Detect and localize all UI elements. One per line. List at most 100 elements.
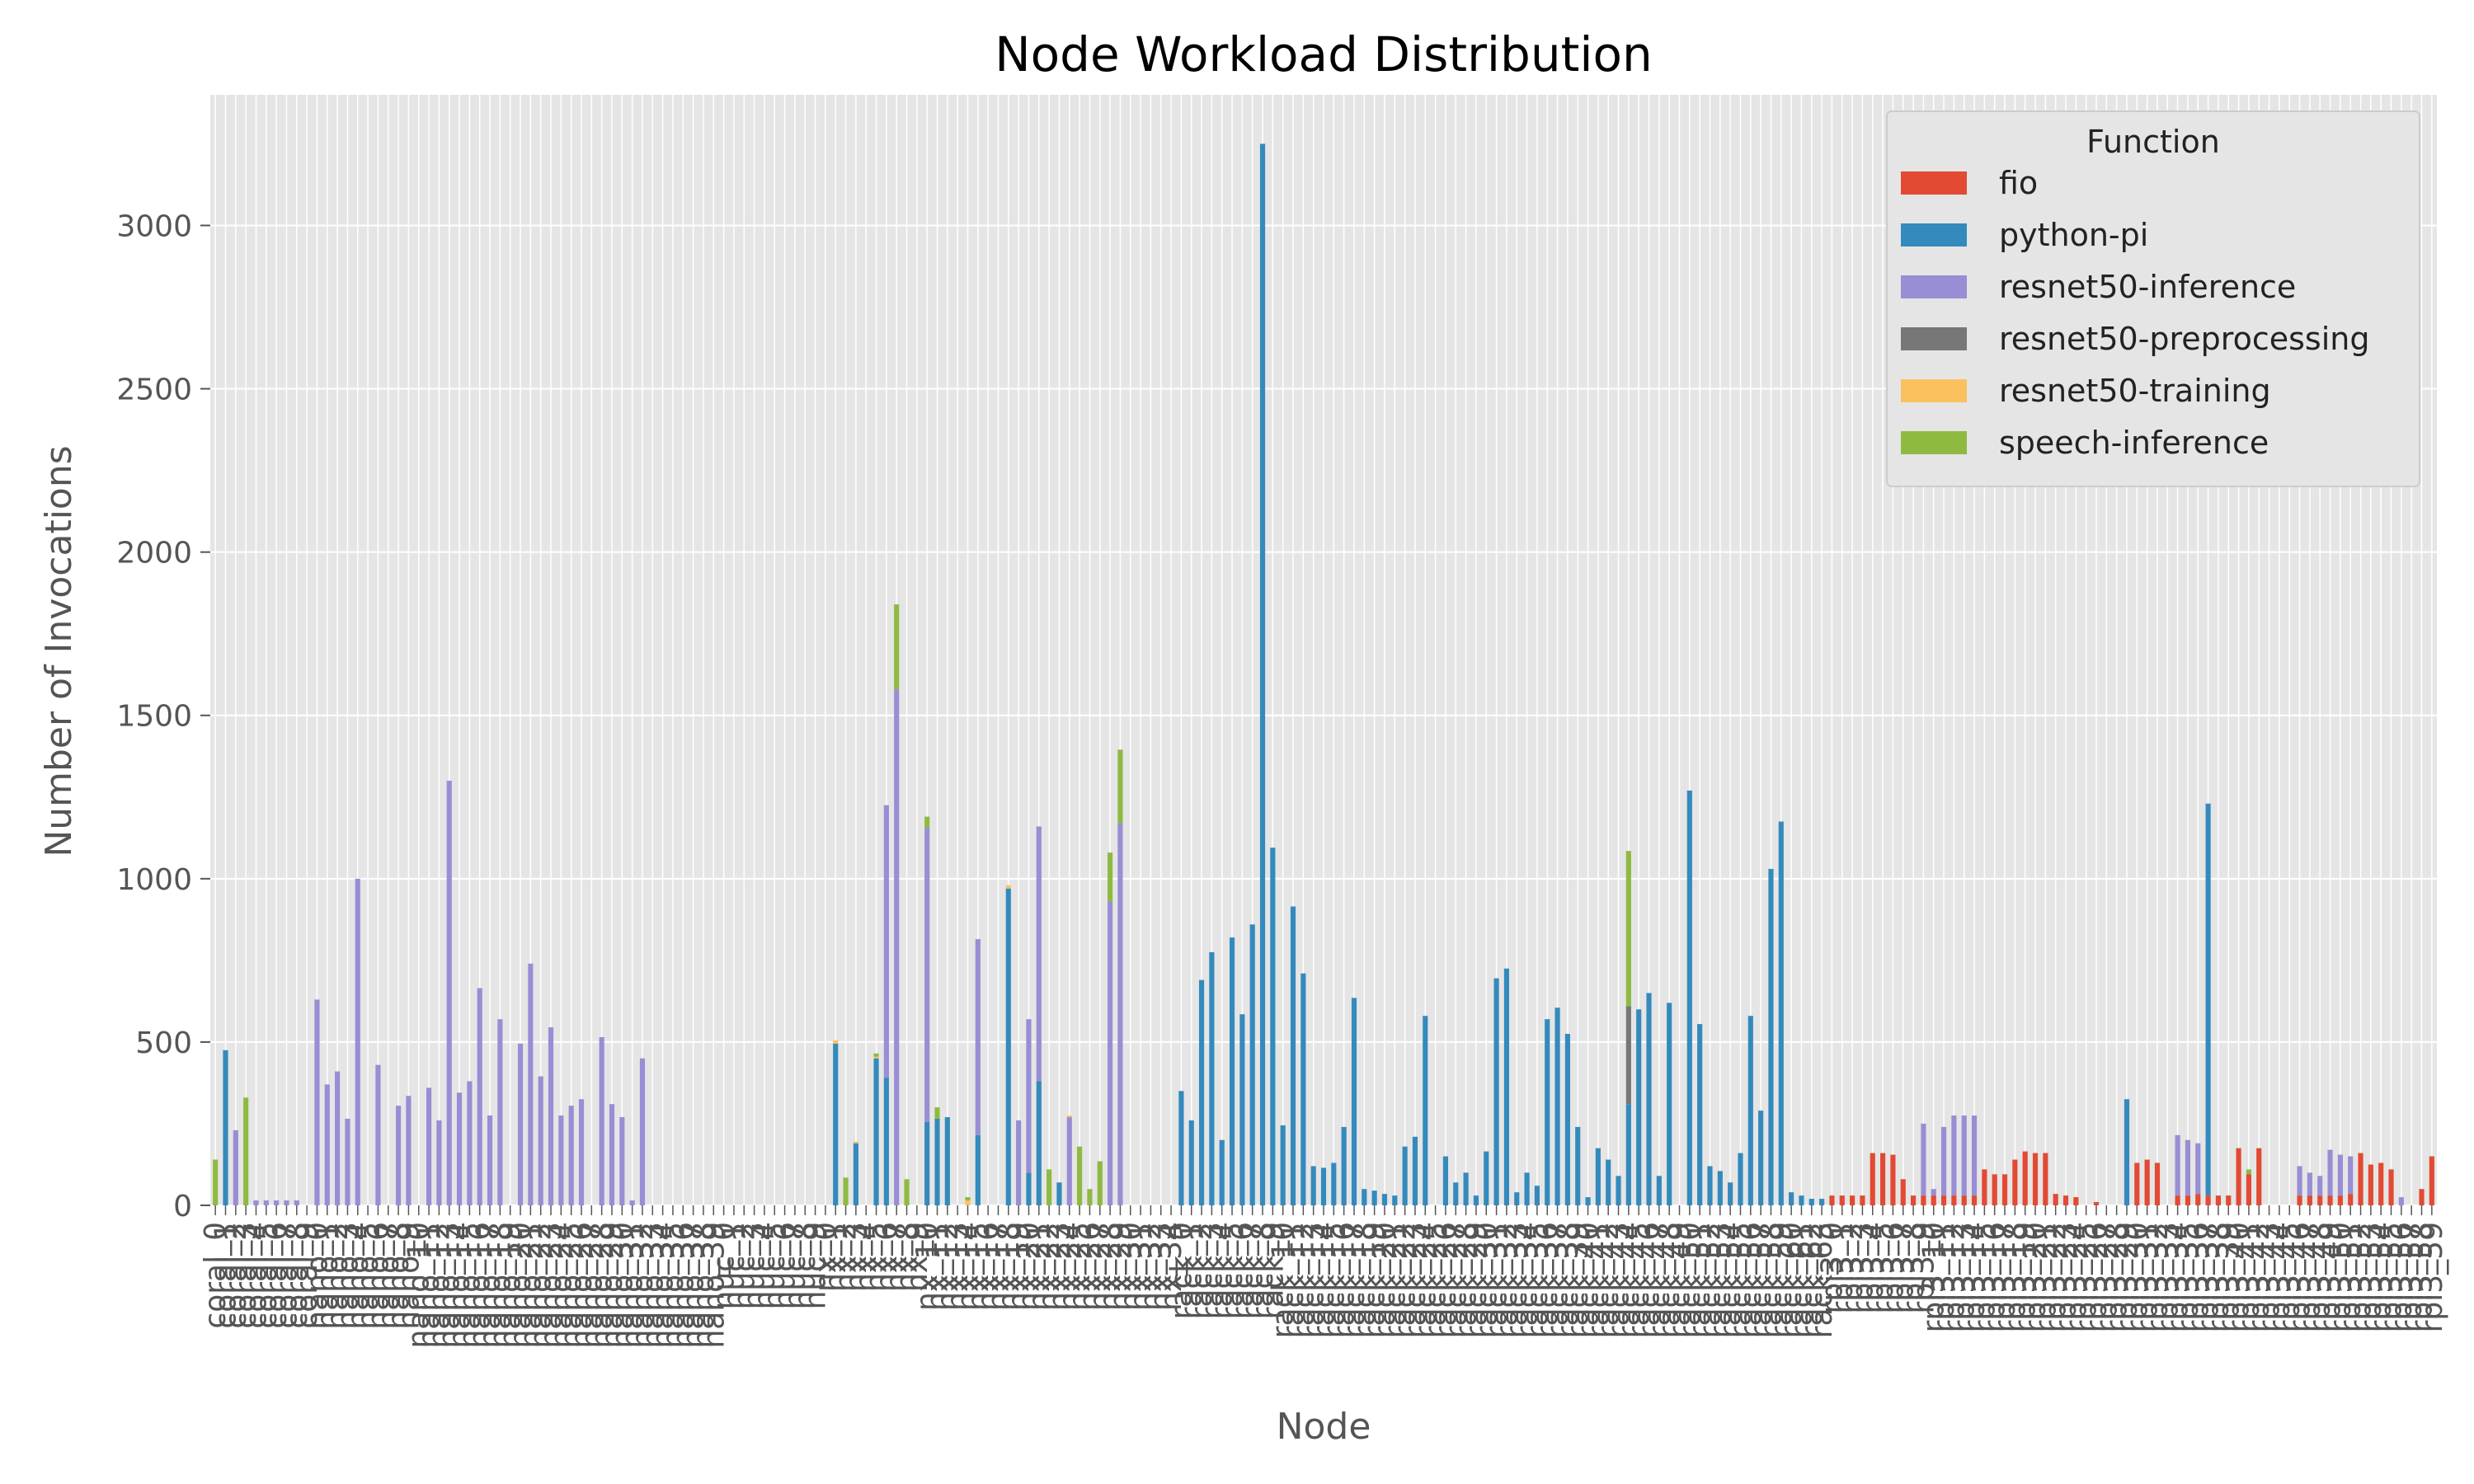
- bar-segment: [2195, 1143, 2201, 1195]
- bar-segment: [2327, 1149, 2333, 1196]
- bar-segment: [1442, 1156, 1449, 1205]
- bar-segment: [314, 999, 320, 1205]
- bar-segment: [975, 939, 981, 1135]
- bar-segment: [355, 878, 360, 1205]
- bar-segment: [2307, 1195, 2312, 1205]
- bar-segment: [1921, 1123, 1926, 1196]
- x-tick-label: nano_8: [382, 1222, 416, 1330]
- x-tick-label: nano_4: [341, 1222, 375, 1330]
- x-tick-label: rpi3_8: [1897, 1222, 1931, 1313]
- x-tick-label: nx_27: [1084, 1222, 1117, 1311]
- bar-segment: [1117, 749, 1123, 824]
- x-tick-label: rpi3_7: [1887, 1222, 1921, 1313]
- bar-segment: [1381, 1194, 1388, 1205]
- bar-segment: [1900, 1179, 1906, 1205]
- bar-segment: [1259, 143, 1266, 1205]
- bar-segment: [873, 1058, 879, 1205]
- bar-segment: [487, 1115, 493, 1205]
- x-tick-label: nuc_6: [769, 1222, 802, 1309]
- bar-segment: [1351, 998, 1357, 1205]
- legend-label: resnet50-training: [1999, 373, 2271, 409]
- bar-segment: [1636, 1009, 1642, 1205]
- bar-segment: [1808, 1199, 1814, 1205]
- bar-segment: [1951, 1115, 1957, 1196]
- x-tick-label: rack_18: [1348, 1222, 1381, 1338]
- x-tick-label: nx_5: [860, 1222, 894, 1292]
- bar-segment: [2337, 1154, 2343, 1196]
- legend-label: fio: [1999, 165, 2038, 201]
- x-tick-label: nano_7: [372, 1222, 406, 1330]
- x-tick-label: nx_28: [1094, 1222, 1127, 1311]
- bar-segment: [345, 1119, 350, 1205]
- y-tick-label: 2500: [116, 373, 192, 407]
- bar-segment: [1554, 1007, 1560, 1205]
- bar-segment: [934, 1119, 940, 1205]
- bar-segment: [1026, 1172, 1032, 1205]
- x-tick-label: rpi3_51: [2334, 1222, 2368, 1332]
- bar-segment: [1362, 1189, 1367, 1205]
- bar-segment: [1371, 1190, 1377, 1205]
- x-tick-label: coral_1: [209, 1222, 242, 1329]
- bar-segment: [1819, 1199, 1825, 1205]
- bar-segment: [1280, 1125, 1286, 1205]
- legend-label: resnet50-preprocessing: [1999, 321, 2369, 357]
- bar-segment: [2073, 1197, 2079, 1205]
- bar-segment: [1707, 1166, 1713, 1205]
- x-tick-label: nx_25: [1063, 1222, 1097, 1311]
- x-tick-label: rpi3_21: [2029, 1222, 2062, 1332]
- bar-segment: [335, 1071, 341, 1205]
- bar-segment: [396, 1106, 402, 1205]
- bar-segment: [375, 1064, 381, 1205]
- bar-segment: [1188, 1120, 1194, 1205]
- x-tick-label: rack_47: [1643, 1222, 1677, 1338]
- bar-segment: [446, 780, 452, 1205]
- x-tick-label: nx_14: [951, 1222, 985, 1311]
- y-tick-label: 0: [173, 1190, 192, 1223]
- x-tick-label: rpi3_39: [2212, 1222, 2246, 1332]
- bar-segment: [274, 1200, 280, 1205]
- x-tick-label: rpi3_34: [2161, 1222, 2195, 1332]
- bar-segment: [1595, 1148, 1601, 1205]
- x-tick-label: rack_61: [1785, 1222, 1818, 1338]
- x-tick-label: rpi3_45: [2273, 1222, 2307, 1332]
- x-tick-label: nano_36: [666, 1222, 700, 1349]
- bar-segment: [1270, 848, 1276, 1205]
- y-tick-label: 1000: [116, 863, 192, 897]
- bar-segment: [477, 988, 482, 1205]
- x-tick-label: nano_28: [586, 1222, 619, 1349]
- x-tick-label: coral_8: [280, 1222, 314, 1329]
- bar-segment: [1178, 1091, 1184, 1205]
- bar-segment: [1066, 1117, 1072, 1205]
- bar-segment: [538, 1076, 543, 1205]
- bar-segment: [873, 1053, 879, 1057]
- x-tick-label: nano_33: [636, 1222, 670, 1349]
- bar-segment: [2185, 1195, 2191, 1205]
- bar-segment: [1860, 1195, 1865, 1205]
- bar-segment: [2062, 1195, 2069, 1205]
- bar-segment: [456, 1092, 463, 1205]
- x-tick-label: rack_19: [1358, 1222, 1392, 1338]
- bar-segment: [1799, 1195, 1804, 1205]
- x-tick-label: rack_53: [1704, 1222, 1738, 1338]
- x-tick-label: nx_33: [1145, 1222, 1178, 1311]
- bar-segment: [213, 1159, 219, 1205]
- bar-segment: [1717, 1171, 1723, 1205]
- bar-segment: [1484, 1151, 1489, 1205]
- bar-segment: [2001, 1174, 2008, 1205]
- bar-segment: [853, 1143, 858, 1205]
- bar-segment: [1575, 1126, 1581, 1205]
- bar-segment: [284, 1200, 289, 1205]
- x-tick-label: nx_29: [1103, 1222, 1137, 1311]
- x-tick-label: rpi3_58: [2406, 1222, 2439, 1332]
- bar-segment: [2124, 1099, 2130, 1205]
- x-tick-label: rpi3_46: [2284, 1222, 2317, 1332]
- bar-segment: [2398, 1197, 2404, 1205]
- bar-segment: [1209, 951, 1215, 1205]
- x-tick-label: nuc_2: [727, 1222, 761, 1309]
- bar-segment: [2307, 1172, 2312, 1196]
- bar-segment: [883, 1078, 889, 1205]
- bar-segment: [629, 1200, 635, 1205]
- x-tick-label: rack_32: [1490, 1222, 1524, 1338]
- x-tick-label: nano_10: [402, 1222, 436, 1349]
- bar-segment: [1931, 1195, 1936, 1205]
